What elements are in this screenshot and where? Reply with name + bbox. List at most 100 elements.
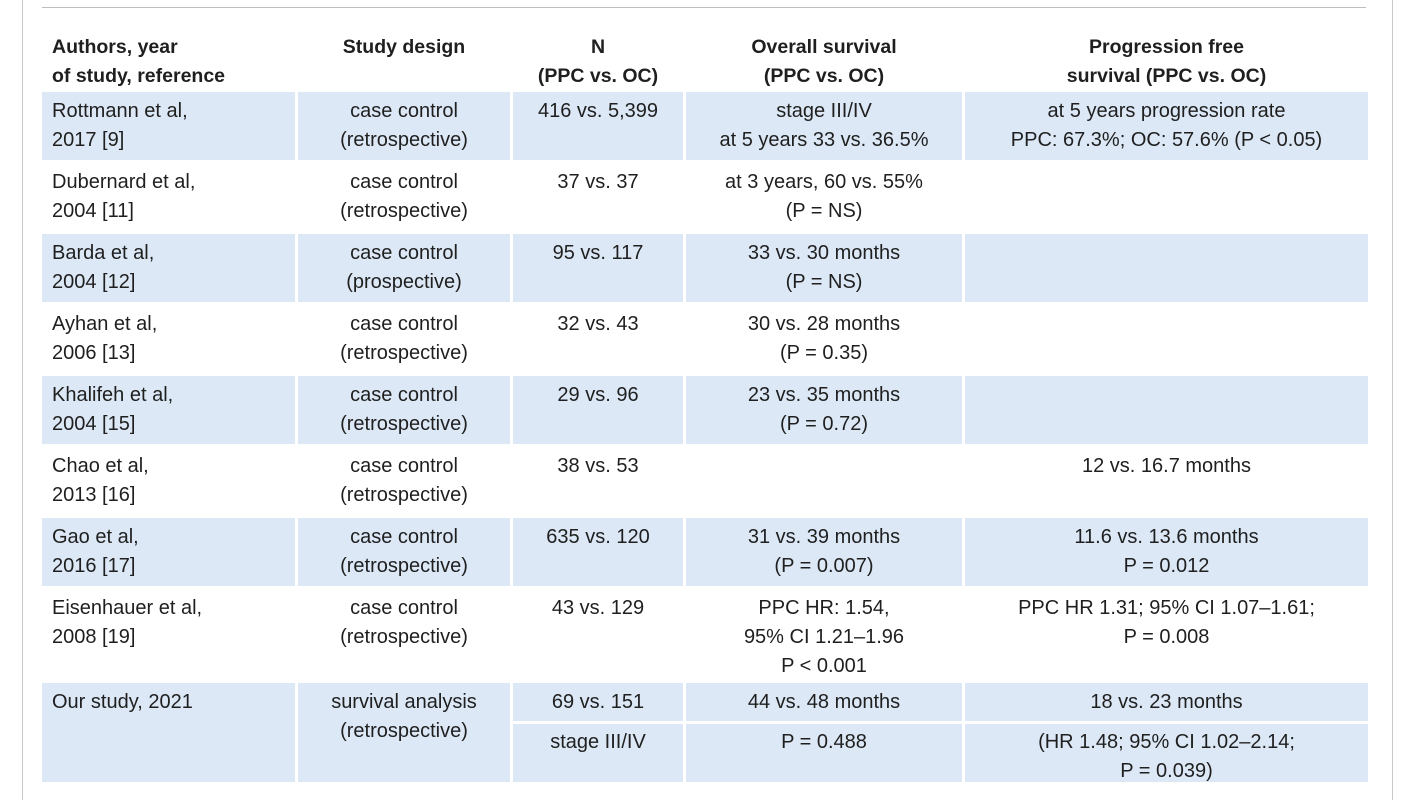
cell-authors: Ayhan et al, 2006 [13] [42, 305, 295, 373]
cell-overall-survival: 33 vs. 30 months (P = NS) [686, 234, 962, 302]
cell-study-design: case control (retrospective) [298, 305, 510, 373]
cell-authors: Our study, 2021 [42, 683, 295, 782]
cell-line: 12 vs. 16.7 months [1082, 455, 1251, 477]
cell-line: 23 vs. 35 months [747, 384, 901, 406]
cell-line: 43 vs. 129 [551, 597, 645, 619]
cell-overall-survival-top: 44 vs. 48 months [686, 683, 962, 721]
cell-line: stage III/IV [550, 731, 646, 753]
cell-progression-free-survival [965, 305, 1368, 373]
cell-line: 18 vs. 23 months [1090, 691, 1243, 713]
cell-line: (retrospective) [340, 484, 468, 506]
cell-line: (retrospective) [340, 413, 468, 435]
cell-line: PPC HR 1.31; 95% CI 1.07–1.61; [1018, 597, 1315, 619]
cell-line: 38 vs. 53 [557, 455, 639, 477]
cell-n: 32 vs. 43 [513, 305, 683, 373]
cell-line: (retrospective) [340, 555, 468, 577]
top-rule [42, 7, 1366, 8]
cell-n: 37 vs. 37 [513, 163, 683, 231]
cell-authors: Eisenhauer et al, 2008 [19] [42, 589, 295, 680]
cell-line: 2013 [16] [52, 484, 136, 506]
cell-line: P = 0.039) [1120, 760, 1213, 782]
cell-line: case control [350, 455, 458, 477]
header-line: (PPC vs. OC) [763, 65, 885, 87]
cell-overall-survival: 31 vs. 39 months (P = 0.007) [686, 518, 962, 586]
cell-line: 44 vs. 48 months [747, 691, 901, 713]
header-line: Progression free [1089, 36, 1244, 58]
cell-line: (P = 0.72) [779, 413, 869, 435]
cell-line: Ayhan et al, [52, 313, 158, 335]
cell-line: at 3 years, 60 vs. 55% [725, 171, 923, 193]
header-design: Study design [298, 33, 510, 89]
cell-overall-survival-bottom: P = 0.488 [686, 724, 962, 782]
cell-line: 69 vs. 151 [551, 691, 645, 713]
cell-line: 33 vs. 30 months [747, 242, 901, 264]
cell-n-top: 69 vs. 151 [513, 683, 683, 721]
cell-overall-survival: stage III/IV at 5 years 33 vs. 36.5% [686, 92, 962, 160]
header-line: N [590, 36, 606, 58]
cell-authors: Rottmann et al, 2017 [9] [42, 92, 295, 160]
cell-overall-survival: 44 vs. 48 months P = 0.488 [686, 683, 962, 782]
cell-line: (retrospective) [340, 129, 468, 151]
cell-line: case control [350, 171, 458, 193]
cell-line: 635 vs. 120 [546, 526, 650, 548]
comparison-table: Authors, year of study, reference Study … [42, 33, 1368, 782]
cell-progression-free-survival-bottom: (HR 1.48; 95% CI 1.02–2.14; P = 0.039) [965, 724, 1368, 782]
cell-study-design: case control (retrospective) [298, 518, 510, 586]
cell-line: 11.6 vs. 13.6 months [1074, 526, 1259, 548]
header-progression-free-survival: Progression free survival (PPC vs. OC) [965, 33, 1368, 89]
cell-line: stage III/IV [776, 100, 872, 122]
cell-line: (P = 0.35) [779, 342, 869, 364]
cell-line: (retrospective) [340, 626, 468, 648]
cell-study-design: case control (retrospective) [298, 92, 510, 160]
cell-line: P = 0.012 [1123, 555, 1210, 577]
header-overall-survival: Overall survival (PPC vs. OC) [686, 33, 962, 89]
cell-line: 30 vs. 28 months [747, 313, 901, 335]
cell-line: 2006 [13] [52, 342, 136, 364]
cell-progression-free-survival: PPC HR 1.31; 95% CI 1.07–1.61; P = 0.008 [965, 589, 1368, 680]
cell-overall-survival: at 3 years, 60 vs. 55% (P = NS) [686, 163, 962, 231]
header-line: Authors, year [52, 36, 178, 58]
cell-n: 69 vs. 151 stage III/IV [513, 683, 683, 782]
cell-line: Our study, 2021 [52, 691, 193, 713]
header-line: Overall survival [751, 36, 897, 58]
cell-line: survival analysis [331, 691, 477, 713]
cell-n-bottom: stage III/IV [513, 724, 683, 782]
cell-study-design: case control (prospective) [298, 234, 510, 302]
cell-progression-free-survival: 12 vs. 16.7 months [965, 447, 1368, 515]
cell-overall-survival: 23 vs. 35 months (P = 0.72) [686, 376, 962, 444]
cell-line: 31 vs. 39 months [747, 526, 901, 548]
cell-n: 95 vs. 117 [513, 234, 683, 302]
cell-line: (prospective) [346, 271, 462, 293]
cell-line: PPC: 67.3%; OC: 57.6% (P < 0.05) [1010, 129, 1323, 151]
cell-line: Chao et al, [52, 455, 149, 477]
cell-study-design: case control (retrospective) [298, 447, 510, 515]
header-line: (PPC vs. OC) [537, 65, 659, 87]
cell-progression-free-survival [965, 234, 1368, 302]
cell-authors: Chao et al, 2013 [16] [42, 447, 295, 515]
cell-n: 43 vs. 129 [513, 589, 683, 680]
cell-progression-free-survival: at 5 years progression rate PPC: 67.3%; O… [965, 92, 1368, 160]
cell-line: Eisenhauer et al, [52, 597, 203, 619]
page-border-left [22, 0, 23, 800]
cell-line: case control [350, 313, 458, 335]
cell-line: case control [350, 100, 458, 122]
cell-line: P = 0.488 [781, 731, 867, 753]
cell-line: 2017 [9] [52, 129, 125, 151]
cell-line: 95 vs. 117 [552, 242, 644, 264]
cell-n: 29 vs. 96 [513, 376, 683, 444]
cell-line: Gao et al, [52, 526, 139, 548]
cell-n: 38 vs. 53 [513, 447, 683, 515]
cell-line: 2004 [12] [52, 271, 136, 293]
cell-line: 2004 [15] [52, 413, 136, 435]
cell-study-design: case control (retrospective) [298, 589, 510, 680]
cell-line: 95% CI 1.21–1.96 [743, 626, 905, 648]
cell-line: (retrospective) [340, 342, 468, 364]
cell-line: 2016 [17] [52, 555, 136, 577]
cell-line: (P = NS) [785, 271, 863, 293]
cell-line: Barda et al, [52, 242, 155, 264]
cell-study-design: case control (retrospective) [298, 376, 510, 444]
cell-line: P < 0.001 [781, 655, 867, 677]
cell-authors: Barda et al, 2004 [12] [42, 234, 295, 302]
header-n: N (PPC vs. OC) [513, 33, 683, 89]
cell-line: Khalifeh et al, [52, 384, 174, 406]
